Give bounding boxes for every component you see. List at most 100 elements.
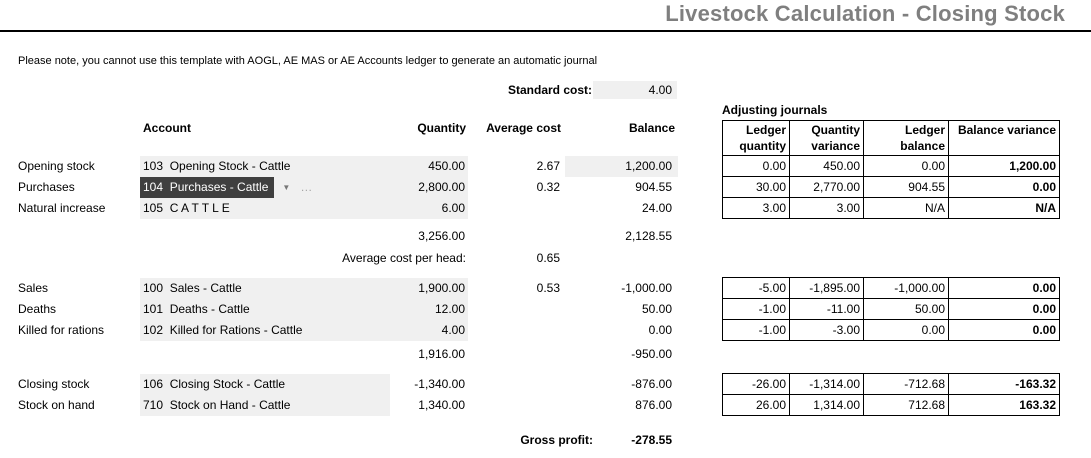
account-cell[interactable]: 100 Sales - Cattle [140,278,390,299]
account-cell[interactable]: 105 C A T T L E [140,198,390,219]
account-cell[interactable]: 102 Killed for Rations - Cattle [140,320,390,341]
average-cost-per-head-value: 0.65 [536,251,560,265]
table-row-deaths: Deaths 101 Deaths - Cattle 12.00 50.00 [0,299,1091,320]
account-cell[interactable]: 103 Opening Stock - Cattle [140,156,390,177]
ledger-balance-cell: 50.00 [864,299,949,319]
quantity-variance-cell: -3.00 [790,320,864,340]
table-row-killed-for-rations: Killed for rations 102 Killed for Ration… [0,320,1091,341]
balance-variance-cell: -163.32 [1015,377,1056,391]
ledger-balance-cell: 712.68 [864,395,949,415]
header-ledger-quantity: Ledger quantity [723,121,790,155]
balance-variance-cell: 1,200.00 [1009,159,1056,173]
ledger-balance-cell: 904.55 [864,177,949,197]
quantity-variance-cell: -1,895.00 [790,278,864,298]
ellipsis-icon[interactable]: … [300,180,314,194]
quantity-cell[interactable]: 12.00 [390,299,468,320]
gross-profit-label: Gross profit: [520,433,593,447]
quantity-cell[interactable]: 1,900.00 [390,278,468,299]
quantity-variance-cell: 1,314.00 [790,395,864,415]
opening-totals-row: 3,256.00 2,128.55 [0,226,1091,247]
row-label: Stock on hand [18,398,95,412]
quantity-cell[interactable]: 6.00 [390,198,468,219]
balance-variance-cell: 0.00 [1032,180,1056,194]
row-label: Deaths [18,302,57,316]
table-row-natural-increase: Natural increase 105 C A T T L E 6.00 24… [0,198,1091,219]
quantity-variance-cell: -11.00 [790,299,864,319]
average-cost-cell: 0.53 [536,281,560,295]
quantity-variance-cell: 2,770.00 [790,177,864,197]
adjusting-journals-table-opening: Ledger quantity Quantity variance Ledger… [722,120,1060,219]
row-label: Natural increase [18,201,106,215]
table-row-closing-stock: Closing stock 106 Closing Stock - Cattle… [0,374,1091,395]
ledger-quantity-cell: 0.00 [723,156,790,176]
adjusting-row: -26.00 -1,314.00 -712.68 -163.32 [723,374,1059,395]
total-quantity: 3,256.00 [418,229,465,243]
ledger-balance-cell: 0.00 [864,320,949,340]
average-cost-cell [480,198,561,219]
header-balance-variance: Balance variance [957,123,1056,137]
balance-variance-cell: 0.00 [1032,281,1056,295]
ledger-balance-cell: N/A [864,198,949,218]
average-cost-cell: 2.67 [536,159,560,173]
dropdown-arrow-icon[interactable]: ▼ [282,183,291,192]
total-balance: 2,128.55 [625,229,672,243]
balance-cell: -876.00 [631,377,672,391]
balance-variance-cell: 163.32 [1019,398,1056,412]
adjusting-journals-table-closing: -26.00 -1,314.00 -712.68 -163.32 26.00 1… [722,373,1060,416]
quantity-variance-cell: -1,314.00 [790,374,864,394]
balance-cell[interactable]: 1,200.00 [565,156,678,177]
page-title: Livestock Calculation - Closing Stock [665,1,1065,26]
gross-profit-row: Gross profit: -278.55 [0,430,1091,451]
average-cost-cell [480,320,561,341]
average-cost-per-head-row: Average cost per head: 0.65 [0,248,1091,269]
quantity-cell[interactable]: 4.00 [390,320,468,341]
account-cell[interactable]: 106 Closing Stock - Cattle [140,374,390,395]
adjusting-journals-table-sales: -5.00 -1,895.00 -1,000.00 0.00 -1.00 -11… [722,277,1060,341]
header-ledger-balance: Ledger balance [864,121,949,155]
quantity-cell[interactable]: 450.00 [390,156,468,177]
ledger-balance-cell: 0.00 [864,156,949,176]
adjusting-row: -1.00 -11.00 50.00 0.00 [723,299,1059,320]
standard-cost-input[interactable]: 4.00 [593,81,677,99]
balance-variance-cell: 0.00 [1032,302,1056,316]
balance-variance-cell: 0.00 [1032,323,1056,337]
total-balance: -950.00 [631,347,672,361]
ledger-quantity-cell: 30.00 [723,177,790,197]
adjusting-row: 0.00 450.00 0.00 1,200.00 [723,156,1059,177]
quantity-variance-cell: 3.00 [790,198,864,218]
column-header-quantity: Quantity [417,121,466,135]
adjusting-header-row: Ledger quantity Quantity variance Ledger… [723,121,1059,156]
quantity-cell: -1,340.00 [414,377,465,391]
table-row-sales: Sales 100 Sales - Cattle 1,900.00 0.53 -… [0,278,1091,299]
row-label: Purchases [18,180,75,194]
template-warning-note: Please note, you cannot use this templat… [18,55,598,67]
adjusting-row: 26.00 1,314.00 712.68 163.32 [723,395,1059,415]
table-row-opening-stock: Opening stock 103 Opening Stock - Cattle… [0,156,1091,177]
ledger-quantity-cell: 3.00 [723,198,790,218]
average-cost-cell [480,299,561,320]
balance-cell: -1,000.00 [621,281,672,295]
ledger-quantity-cell: 26.00 [723,395,790,415]
row-label: Killed for rations [18,323,105,337]
ledger-quantity-cell: -1.00 [723,299,790,319]
title-divider [0,30,1091,32]
ledger-quantity-cell: -26.00 [723,374,790,394]
account-cell-selected[interactable]: 104 Purchases - Cattle ▼ … [140,177,390,198]
adjusting-row: 30.00 2,770.00 904.55 0.00 [723,177,1059,198]
account-cell[interactable]: 710 Stock on Hand - Cattle [140,395,390,416]
column-header-average-cost: Average cost [486,121,561,135]
column-header-account: Account [143,121,191,135]
balance-cell: 24.00 [641,201,672,215]
column-header-balance: Balance [628,121,675,135]
row-label: Sales [18,281,49,295]
quantity-cell[interactable]: 2,800.00 [390,177,468,198]
account-cell[interactable]: 101 Deaths - Cattle [140,299,390,320]
gross-profit-value: -278.55 [631,433,672,447]
header-quantity-variance: Quantity variance [790,121,864,155]
adjusting-journals-title: Adjusting journals [722,103,828,117]
quantity-cell: 1,340.00 [418,398,465,412]
ledger-balance-cell: -1,000.00 [864,278,949,298]
balance-cell: 50.00 [641,302,672,316]
selected-account-value[interactable]: 104 Purchases - Cattle [140,177,275,198]
